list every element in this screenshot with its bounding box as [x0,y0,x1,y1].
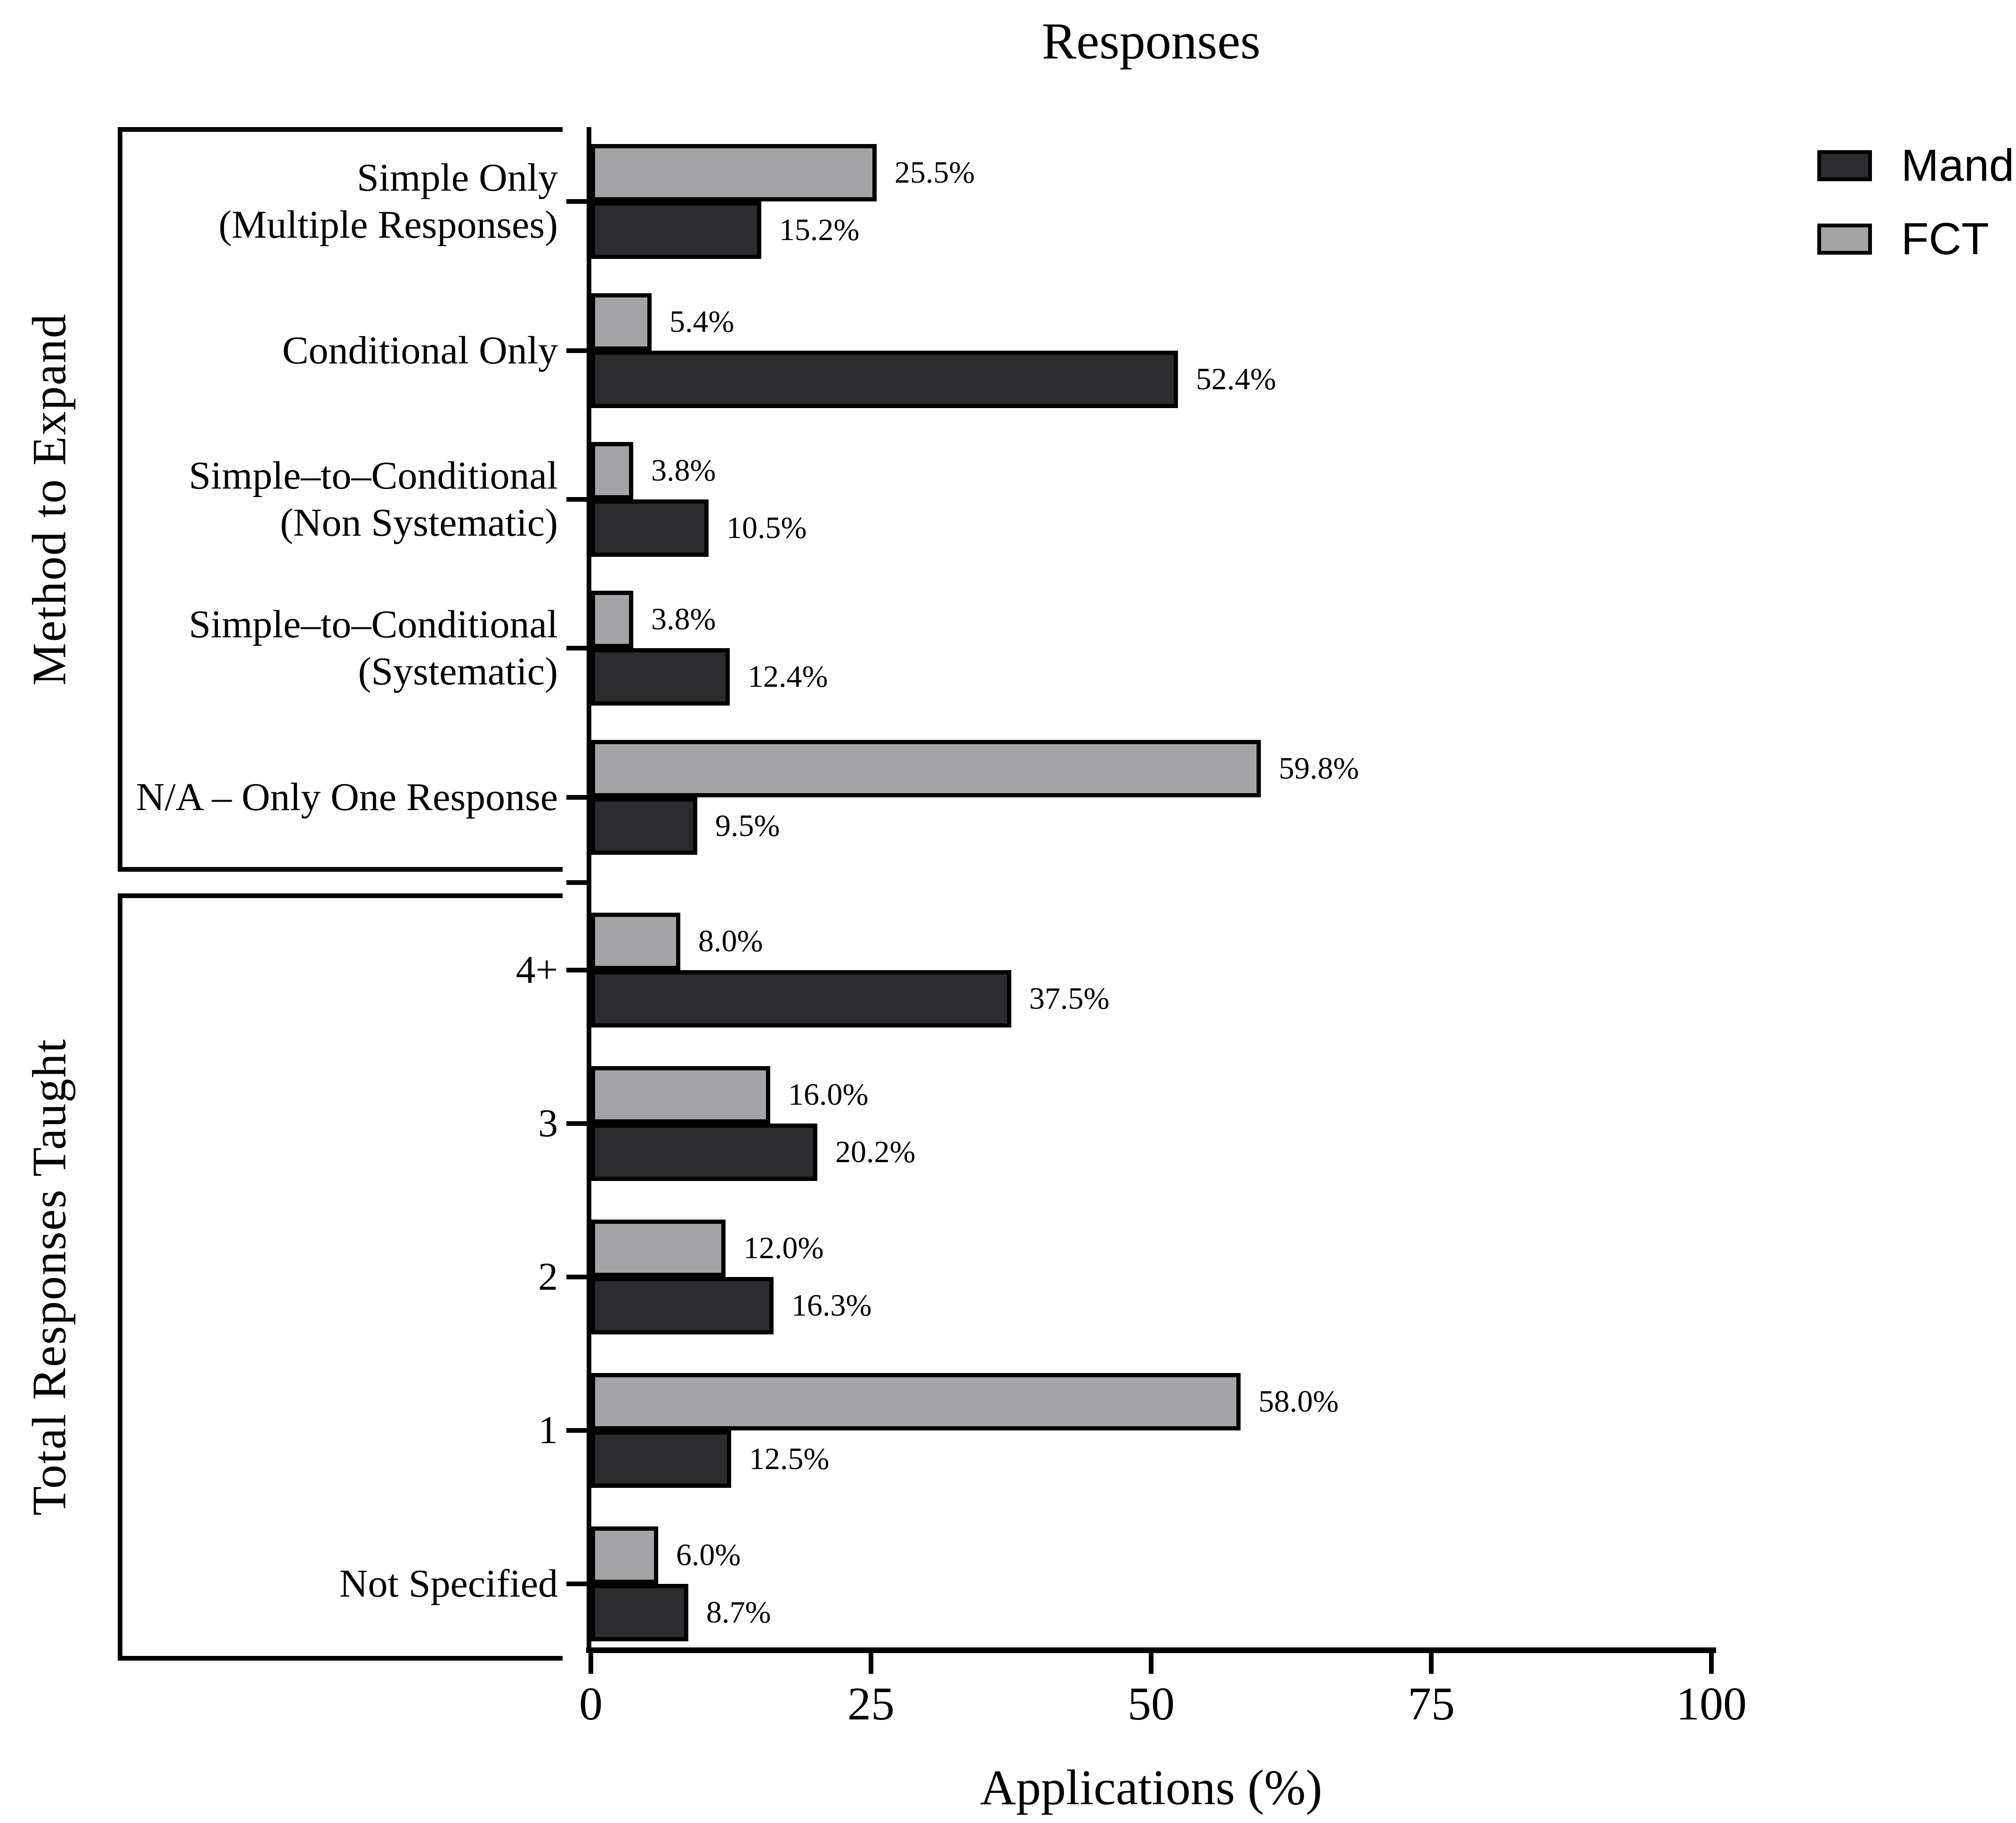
x-axis-tick [1149,1647,1153,1674]
value-label: 8.0% [698,924,763,958]
category-label: 2 [0,1253,558,1301]
category-label-line: 3 [538,1101,558,1145]
group-box [118,127,563,872]
x-axis-tick [1429,1647,1434,1674]
value-label: 58.0% [1258,1384,1339,1419]
bar-mand [591,970,1011,1028]
category-label-line: (Non Systematic) [280,501,558,545]
bar-mand [591,201,761,259]
value-label: 25.5% [895,155,975,190]
category-label: 3 [0,1100,558,1147]
category-tick [566,1428,591,1433]
legend-swatch-fct [1817,224,1872,255]
x-axis-tick-label: 25 [847,1678,895,1730]
category-label: Conditional Only [0,327,558,374]
category-tick [566,497,591,502]
value-label: 52.4% [1196,361,1276,396]
category-tick [566,348,591,353]
bar-mand [591,1124,817,1181]
bar-mand [591,648,730,706]
legend-swatch-mand [1817,150,1872,181]
category-label: 1 [0,1407,558,1454]
x-axis-tick-label: 75 [1408,1678,1455,1730]
value-label: 20.2% [835,1135,916,1169]
category-label-line: Not Specified [339,1562,558,1606]
category-label-line: (Multiple Responses) [218,203,558,247]
value-label: 37.5% [1029,981,1110,1016]
value-label: 10.5% [726,511,807,545]
value-label: 16.3% [791,1288,872,1323]
category-label-line: Conditional Only [282,328,558,372]
x-axis-tick [589,1647,593,1674]
category-label-line: (Systematic) [358,650,558,694]
bar-fct [591,144,877,202]
x-axis-tick-label: 0 [579,1678,603,1730]
x-axis-title: Applications (%) [980,1760,1322,1815]
value-label: 15.2% [779,213,860,248]
legend-label-mand: Mand [1901,140,2015,191]
category-tick [566,1121,591,1126]
bar-fct [591,591,633,649]
bar-fct [591,1220,726,1277]
chart-title: Responses [1041,12,1261,70]
category-label: Not Specified [0,1560,558,1607]
bar-fct [591,293,652,351]
category-tick [566,1275,591,1279]
value-label: 16.0% [788,1077,869,1112]
value-label: 3.8% [651,602,716,637]
category-label: 4+ [0,947,558,994]
bar-fct [591,1373,1241,1430]
category-tick [566,1582,591,1586]
category-label: Simple–to–Conditional (Systematic) [0,601,558,695]
bar-mand [591,1277,774,1334]
bar-fct [591,442,633,499]
bar-fct [591,1526,658,1584]
category-label-line: Simple–to–Conditional [188,454,558,498]
category-label: N/A – Only One Response [0,774,558,821]
y-axis-line [587,127,591,1653]
category-label-line: 2 [538,1255,558,1299]
legend-label-fct: FCT [1901,214,1989,264]
legend-item-mand: Mand [1817,142,2014,189]
category-tick [566,646,591,651]
value-label: 5.4% [669,304,734,339]
value-label: 12.4% [748,659,828,694]
x-axis-tick-label: 100 [1676,1678,1747,1730]
bar-mand [591,499,709,557]
bar-fct [591,739,1261,797]
value-label: 6.0% [676,1538,741,1572]
category-label: Simple Only (Multiple Responses) [0,154,558,249]
x-axis-tick-label: 50 [1128,1678,1175,1730]
legend-item-fct: FCT [1817,216,1989,263]
group-box [118,893,563,1661]
value-label: 12.5% [749,1442,830,1476]
category-label-line: Simple–to–Conditional [188,602,558,647]
value-label: 3.8% [651,453,716,488]
category-label-line: 4+ [516,948,558,992]
category-label-line: Simple Only [356,156,558,200]
value-label: 8.7% [706,1595,771,1630]
bar-mand [591,1584,688,1641]
category-tick [566,199,591,204]
x-axis-tick [1709,1647,1714,1674]
category-label-line: 1 [538,1408,558,1452]
bar-mand [591,350,1178,408]
bar-fct [591,913,680,970]
category-label: Simple–to–Conditional (Non Systematic) [0,452,558,546]
bar-mand [591,1430,731,1488]
bar-fct [591,1066,770,1124]
category-label-line: N/A – Only One Response [136,775,558,819]
group-divider-tick [566,880,591,885]
category-tick [566,968,591,972]
category-tick [566,795,591,800]
value-label: 9.5% [715,808,780,843]
x-axis-tick [869,1647,873,1674]
value-label: 12.0% [743,1231,824,1265]
bar-mand [591,797,697,855]
value-label: 59.8% [1279,751,1359,786]
